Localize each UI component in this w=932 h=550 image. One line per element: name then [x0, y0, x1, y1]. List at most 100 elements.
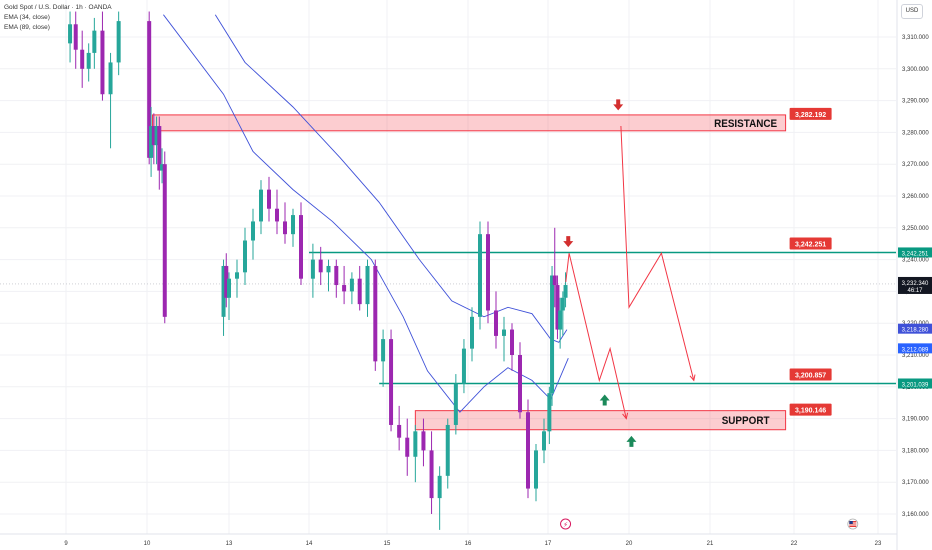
candle-body[interactable] — [405, 437, 410, 457]
resistance-zone[interactable] — [151, 114, 787, 132]
candle-body[interactable] — [518, 355, 522, 413]
candle-body[interactable] — [437, 475, 442, 499]
candle-body[interactable] — [373, 265, 378, 362]
candle-body[interactable] — [243, 240, 247, 273]
flash-event-icon-glyph: ⚡ — [563, 521, 568, 529]
candle-body[interactable] — [453, 383, 458, 425]
candle-body[interactable] — [162, 164, 167, 317]
candle-body[interactable] — [349, 278, 354, 292]
candle-body[interactable] — [259, 189, 263, 222]
y-tick-label: 3,170.000 — [902, 480, 929, 486]
candle-body[interactable] — [116, 21, 121, 63]
candle-body[interactable] — [318, 259, 323, 273]
candle-body[interactable] — [510, 329, 514, 355]
candle-body[interactable] — [555, 285, 560, 330]
projection-to-support-arrowhead — [622, 412, 629, 420]
candle-body[interactable] — [267, 189, 271, 209]
candle-body[interactable] — [478, 234, 482, 317]
candle-body[interactable] — [381, 339, 386, 362]
candle-body[interactable] — [334, 265, 339, 286]
candle-body[interactable] — [291, 215, 295, 235]
x-tick-label: 21 — [707, 541, 714, 547]
candle-body[interactable] — [461, 348, 466, 384]
candle-body[interactable] — [227, 278, 231, 298]
x-tick-label: 23 — [875, 541, 882, 547]
candle-body[interactable] — [86, 52, 91, 69]
candle-body[interactable] — [147, 21, 152, 158]
lower-green-line-price-tag — [789, 368, 832, 381]
us-flag-icon-canton — [849, 521, 853, 524]
candle-body[interactable] — [73, 24, 78, 50]
candle-body[interactable] — [560, 297, 565, 311]
candle-body[interactable] — [550, 275, 555, 394]
resistance-zone-price-tag — [789, 107, 832, 120]
candle-body[interactable] — [547, 393, 552, 432]
candle-body[interactable] — [389, 339, 394, 425]
candle-body[interactable] — [235, 272, 239, 279]
candle-body[interactable] — [494, 310, 498, 336]
y-tick-label: 3,250.000 — [902, 226, 929, 232]
ema-axis-text: 3,212.089 — [902, 347, 929, 353]
candle-body[interactable] — [421, 431, 426, 451]
support-zone[interactable] — [414, 410, 787, 431]
x-tick-label: 9 — [64, 541, 68, 547]
upper-green-line-axis-tag — [898, 247, 932, 258]
candle-body[interactable] — [429, 450, 434, 499]
projection-rejection-resistance[interactable] — [620, 125, 695, 381]
candle-body[interactable] — [563, 285, 568, 298]
candle-body[interactable] — [154, 126, 159, 146]
current-price-tag — [898, 276, 932, 294]
candle-body[interactable] — [526, 412, 530, 489]
candle-body[interactable] — [299, 215, 303, 279]
candle-body[interactable] — [151, 126, 156, 146]
x-tick-label: 14 — [306, 541, 313, 547]
candle-body[interactable] — [542, 431, 546, 451]
candle-body[interactable] — [397, 424, 402, 438]
candle-body[interactable] — [365, 265, 370, 305]
candle-body[interactable] — [92, 30, 97, 53]
candle-body[interactable] — [80, 49, 85, 69]
candle-body[interactable] — [552, 275, 557, 286]
candle-body[interactable] — [342, 285, 347, 292]
ema-34-legend[interactable]: EMA (34, close) — [4, 14, 50, 21]
candle-body[interactable] — [275, 208, 279, 222]
candle-body[interactable] — [221, 265, 226, 317]
candle-body[interactable] — [445, 424, 450, 476]
candle-body[interactable] — [486, 234, 490, 311]
y-tick-label: 3,180.000 — [902, 448, 929, 454]
candle-body[interactable] — [157, 126, 162, 171]
x-tick-label: 16 — [465, 541, 472, 547]
candle-body[interactable] — [558, 310, 563, 330]
up-arrow-support-2 — [626, 435, 637, 447]
candle-body[interactable] — [470, 316, 474, 349]
countdown-text: 46:17 — [907, 288, 923, 294]
y-tick-label: 3,260.000 — [902, 194, 929, 200]
candle-body[interactable] — [149, 126, 154, 158]
projection-rejection-resistance-arrowhead — [689, 374, 696, 382]
currency-button[interactable]: USD — [901, 4, 923, 19]
candle-body[interactable] — [251, 221, 255, 241]
candle-body[interactable] — [310, 259, 315, 279]
candle-body[interactable] — [326, 265, 331, 273]
x-tick-label: 20 — [626, 541, 633, 547]
candle-body[interactable] — [224, 265, 229, 298]
candle-body[interactable] — [357, 278, 362, 305]
down-arrow-resistance — [613, 99, 624, 111]
support-zone-label: SUPPORT — [722, 416, 770, 428]
candle-body[interactable] — [160, 164, 165, 171]
flash-event-icon[interactable] — [560, 518, 572, 530]
candle-body[interactable] — [413, 431, 418, 457]
support-zone-price-tag — [789, 403, 832, 416]
candle-body[interactable] — [502, 329, 506, 336]
symbol-title[interactable]: Gold Spot / U.S. Dollar · 1h · OANDA — [4, 4, 112, 11]
candle-body[interactable] — [68, 24, 73, 44]
candle-body[interactable] — [100, 30, 105, 95]
y-tick-label: 3,160.000 — [902, 512, 929, 518]
current-price-text: 3,232.340 — [902, 281, 929, 287]
ema-89-legend[interactable]: EMA (89, close) — [4, 24, 50, 31]
candle-body[interactable] — [108, 62, 113, 95]
candle-body[interactable] — [534, 450, 538, 489]
projection-to-support[interactable] — [565, 253, 627, 419]
candle-body[interactable] — [283, 221, 287, 235]
